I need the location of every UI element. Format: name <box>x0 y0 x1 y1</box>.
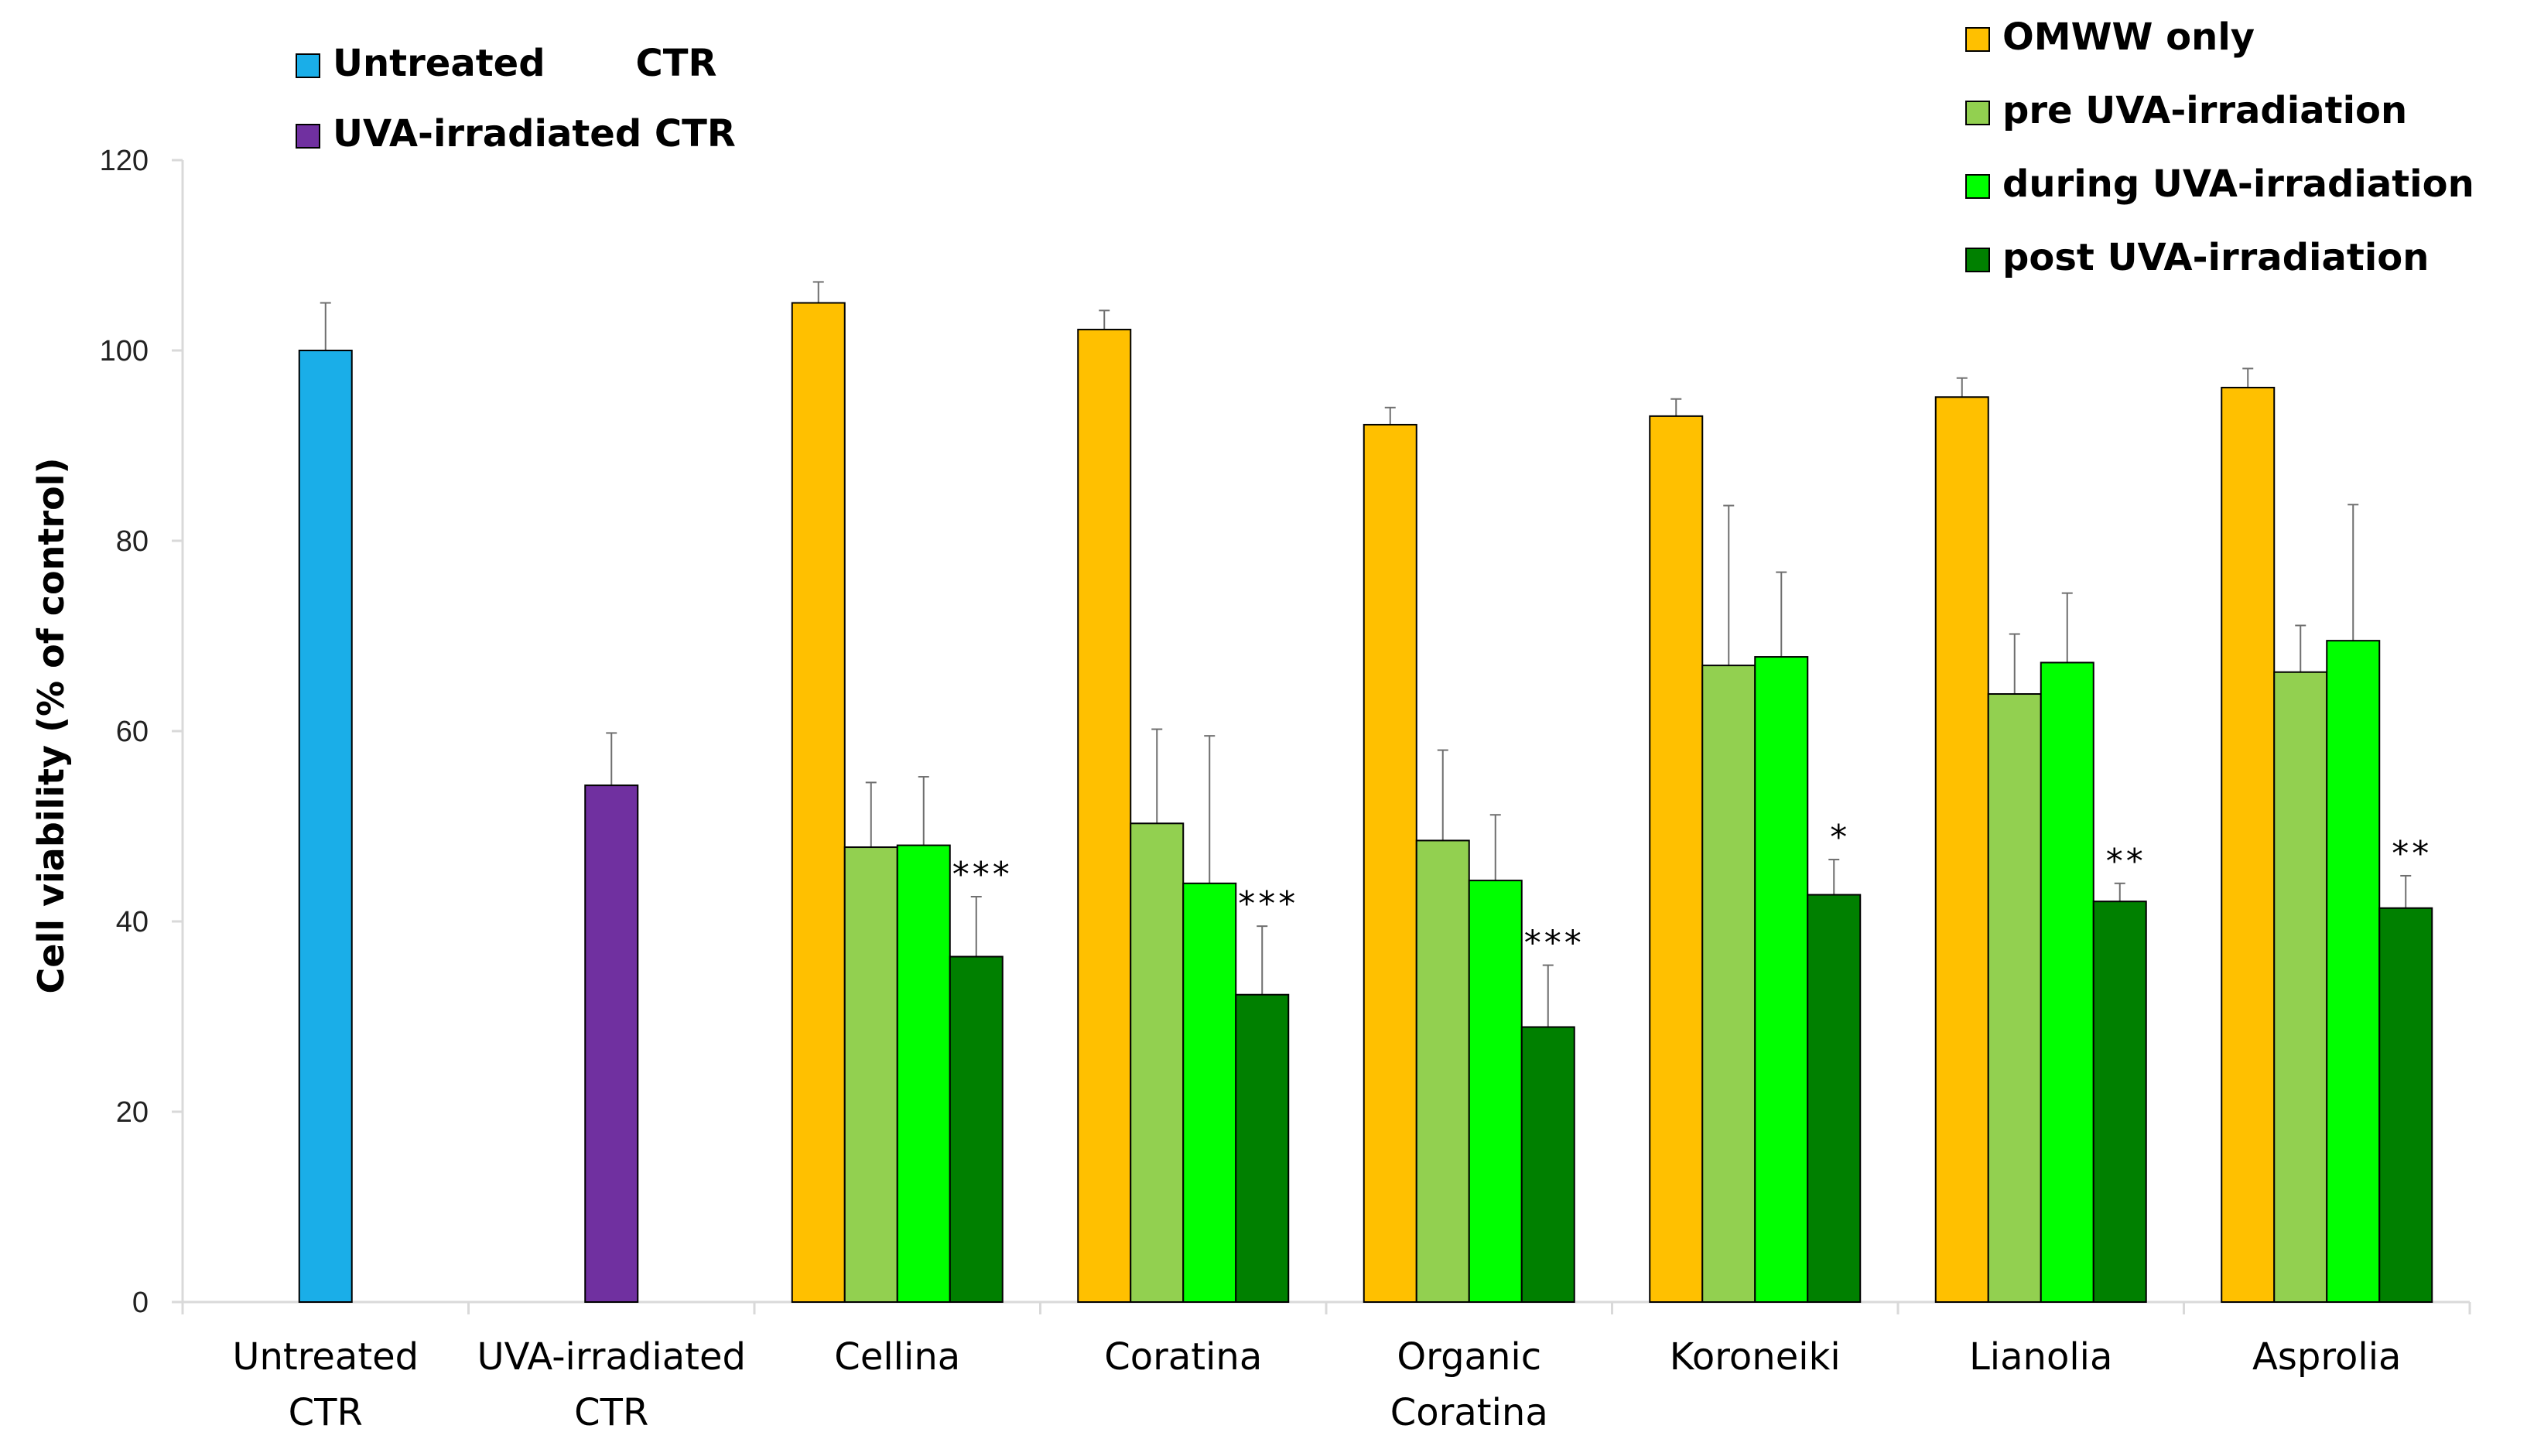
category-label-koroneiki: Koroneiki <box>1670 1335 1841 1379</box>
significance-organic-coratina: *** <box>1524 924 1585 963</box>
category-label-coratina: Coratina <box>1104 1335 1262 1379</box>
y-ticks: 0 20 40 60 80 100 120 <box>100 145 183 1319</box>
significance-cellina: *** <box>952 855 1013 894</box>
category-label-organic-coratina-line2: Coratina <box>1390 1391 1548 1434</box>
bar-coratina-during-uva-irradiation <box>1182 882 1237 1304</box>
category-label-untreated-ctr-line2: CTR <box>289 1391 363 1434</box>
bar-asprolia-during-uva-irradiation <box>2326 640 2381 1303</box>
category-label-lianolia: Lianolia <box>1969 1335 2112 1379</box>
legend-swatch-omww-only <box>1965 27 1990 52</box>
bar-untreated-ctr <box>298 350 353 1303</box>
category-label-asprolia: Asprolia <box>2252 1335 2401 1379</box>
y-tick-label-100: 100 <box>100 335 149 367</box>
bar-asprolia-omww-only <box>2221 386 2276 1304</box>
bar-koroneiki-pre-uva-irradiation <box>1701 665 1756 1303</box>
legend: Untreated CTR UVA-irradiated CTR OMWW only… <box>296 15 2474 279</box>
significance-koroneiki: * <box>1830 818 1850 857</box>
bar-koroneiki-post-uva-irradiation <box>1807 894 1862 1304</box>
bar-koroneiki-omww-only <box>1649 415 1704 1303</box>
y-tick-label-80: 80 <box>116 525 149 558</box>
significance-coratina: *** <box>1238 884 1298 924</box>
bar-cellina-during-uva-irradiation <box>896 844 951 1303</box>
category-label-untreated-ctr-line1: Untreated <box>232 1335 419 1379</box>
bar-organic-coratina-omww-only <box>1363 423 1417 1304</box>
bar-cellina-post-uva-irradiation <box>949 955 1004 1303</box>
y-axis-title: Cell viability (% of control) <box>30 458 72 994</box>
category-label-cellina: Cellina <box>834 1335 960 1379</box>
legend-swatch-during-uva-irradiation <box>1965 174 1990 199</box>
error-bars <box>320 281 2412 1027</box>
bar-lianolia-pre-uva-irradiation <box>1987 693 2042 1303</box>
bar-cellina-pre-uva-irradiation <box>843 846 898 1304</box>
category-dividers <box>181 1302 2471 1314</box>
legend-label-uva-irradiated-ctr: UVA-irradiated CTR <box>333 112 736 156</box>
legend-label-pre-uva-irradiation: pre UVA-irradiation <box>2002 89 2407 132</box>
significance-lianolia: ** <box>2106 842 2146 881</box>
bars <box>298 302 2433 1304</box>
legend-label-post-uva-irradiation: post UVA-irradiation <box>2002 236 2429 279</box>
category-label-uva-irradiated-ctr-line1: UVA-irradiated <box>477 1335 746 1379</box>
bar-asprolia-post-uva-irradiation <box>2378 907 2433 1304</box>
bar-uva-irradiated-ctr <box>584 784 639 1303</box>
y-tick-label-40: 40 <box>116 906 149 938</box>
bar-organic-coratina-post-uva-irradiation <box>1520 1026 1575 1304</box>
bar-coratina-pre-uva-irradiation <box>1130 822 1185 1304</box>
significance-markers: ************ ** <box>952 818 2432 963</box>
y-tick-label-20: 20 <box>116 1096 149 1129</box>
bar-lianolia-post-uva-irradiation <box>2092 901 2147 1304</box>
legend-label-omww-only: OMWW only <box>2002 15 2255 59</box>
significance-asprolia: ** <box>2392 834 2432 873</box>
legend-label-untreated-ctr: Untreated CTR <box>333 42 716 85</box>
bar-lianolia-during-uva-irradiation <box>2040 661 2094 1303</box>
category-labels: Untreated CTR UVA-irradiated CTR Cellina Cora… <box>232 1335 2401 1434</box>
bar-koroneiki-during-uva-irradiation <box>1754 656 1809 1303</box>
y-tick-label-120: 120 <box>100 145 149 177</box>
bar-coratina-omww-only <box>1077 328 1132 1304</box>
bar-asprolia-pre-uva-irradiation <box>2273 671 2328 1303</box>
legend-label-during-uva-irradiation: during UVA-irradiation <box>2002 162 2474 206</box>
category-label-organic-coratina-line1: Organic <box>1397 1335 1541 1379</box>
bar-coratina-post-uva-irradiation <box>1235 993 1290 1303</box>
bar-cellina-omww-only <box>791 302 846 1303</box>
legend-swatch-pre-uva-irradiation <box>1965 101 1990 125</box>
y-tick-label-0: 0 <box>132 1287 149 1319</box>
y-tick-label-60: 60 <box>116 716 149 748</box>
bar-organic-coratina-pre-uva-irradiation <box>1415 839 1470 1303</box>
legend-swatch-untreated-ctr <box>296 53 320 78</box>
bar-lianolia-omww-only <box>1934 396 1989 1303</box>
bar-organic-coratina-during-uva-irradiation <box>1468 880 1523 1303</box>
category-label-uva-irradiated-ctr-line2: CTR <box>574 1391 648 1434</box>
legend-swatch-uva-irradiated-ctr <box>296 124 320 149</box>
legend-swatch-post-uva-irradiation <box>1965 248 1990 272</box>
